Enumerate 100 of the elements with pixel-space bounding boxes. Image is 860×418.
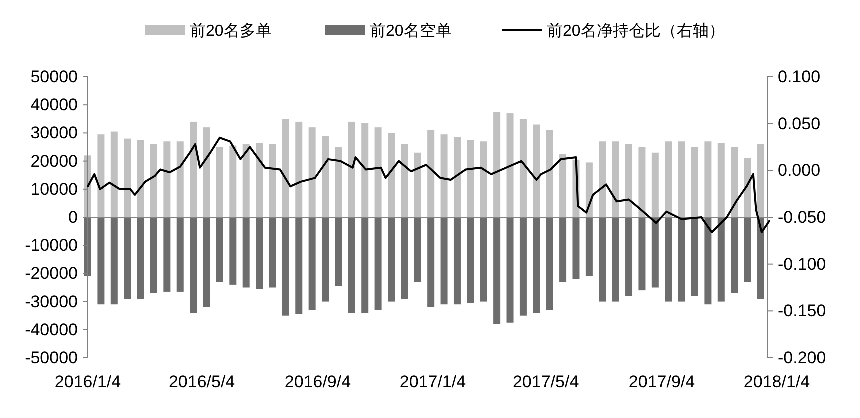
- bar: [757, 144, 764, 218]
- bar: [467, 218, 474, 304]
- bar: [560, 218, 567, 282]
- bar: [480, 142, 488, 218]
- bar: [480, 218, 488, 302]
- bar: [190, 122, 198, 218]
- bar: [308, 128, 316, 218]
- y-tick-label: -30000: [25, 292, 78, 312]
- y2-tick-label: -0.050: [778, 208, 826, 227]
- legend-label: 前20名多单: [190, 22, 272, 40]
- bar: [374, 128, 382, 218]
- bar: [216, 218, 224, 282]
- bar: [692, 218, 698, 296]
- bar: [506, 114, 514, 218]
- y-tick-label: 50000: [30, 67, 78, 86]
- bar: [665, 218, 672, 302]
- bar: [520, 218, 527, 316]
- bar: [586, 218, 593, 277]
- bar: [203, 218, 210, 308]
- y-tick-label: 40000: [30, 96, 78, 115]
- bar: [230, 146, 237, 218]
- bar: [414, 152, 422, 218]
- bar: [546, 130, 554, 218]
- y2-tick-label: 0.050: [778, 114, 821, 134]
- bar: [124, 138, 132, 218]
- bar: [190, 218, 198, 314]
- bar: [428, 218, 435, 308]
- line-series: [87, 136, 770, 234]
- y2-tick-label: 0.000: [778, 161, 821, 180]
- bar: [612, 218, 620, 302]
- bar: [242, 218, 250, 288]
- x-tick-label: 2016/5/4: [168, 372, 236, 392]
- bar: [626, 144, 633, 218]
- x-tick-label: 2016/1/4: [54, 372, 122, 392]
- x-tick-label: 2017/9/4: [628, 372, 696, 392]
- bar: [98, 218, 105, 305]
- bar: [124, 218, 132, 299]
- bar: [216, 147, 224, 218]
- y-tick-label: -10000: [25, 236, 78, 256]
- bar: [110, 132, 118, 218]
- bar: [335, 218, 342, 286]
- bar: [374, 218, 382, 310]
- bar: [282, 119, 290, 218]
- bar: [322, 136, 330, 218]
- bar: [718, 218, 725, 302]
- bar: [282, 218, 290, 316]
- bar: [454, 137, 461, 218]
- bar: [533, 218, 540, 314]
- bar: [652, 218, 659, 288]
- bar: [572, 218, 580, 280]
- bar: [203, 128, 210, 218]
- bar: [692, 147, 698, 218]
- x-tick-label: 2017/5/4: [512, 372, 580, 392]
- legend-label: 前20名空单: [370, 22, 452, 40]
- bar: [388, 133, 395, 218]
- y-tick-label: 30000: [30, 124, 78, 143]
- bar: [731, 218, 738, 294]
- bar: [137, 140, 144, 218]
- bar: [362, 123, 369, 218]
- y2-tick-label: 0.100: [778, 67, 821, 86]
- y2-tick-label: -0.150: [778, 302, 826, 321]
- y-tick-label: 10000: [30, 180, 78, 199]
- bar: [110, 218, 118, 305]
- bar: [150, 218, 158, 294]
- bar: [757, 218, 764, 299]
- bar: [494, 218, 501, 324]
- bar: [533, 124, 540, 218]
- bar: [362, 218, 369, 314]
- bar: [704, 218, 712, 305]
- x-tick-label: 2018/1/4: [744, 372, 810, 392]
- bar: [269, 144, 276, 218]
- bar: [440, 134, 448, 218]
- bar: [176, 218, 184, 292]
- bar: [652, 152, 659, 218]
- legend-label: 前20名净持仓比（右轴）: [547, 22, 725, 40]
- bar: [401, 218, 408, 299]
- bar: [256, 143, 264, 218]
- bar: [546, 218, 554, 310]
- bar: [678, 142, 686, 218]
- y2-tick-label: -0.200: [778, 348, 826, 368]
- bar: [401, 144, 408, 218]
- bar: [150, 144, 158, 218]
- bar: [164, 218, 171, 292]
- bar: [560, 154, 567, 218]
- bar: [269, 218, 276, 288]
- bar: [98, 134, 105, 218]
- bar: [638, 218, 646, 291]
- bar: [506, 218, 514, 323]
- bar: [256, 218, 264, 290]
- x-tick-label: 2016/9/4: [284, 372, 352, 392]
- bar: [520, 119, 527, 218]
- bar: [731, 147, 738, 218]
- bar: [164, 142, 171, 218]
- bar: [494, 112, 501, 218]
- bar: [599, 218, 606, 302]
- bar: [296, 122, 303, 218]
- bar: [137, 218, 144, 299]
- y-tick-label: -40000: [25, 320, 78, 340]
- bar: [744, 158, 752, 218]
- bar: [428, 130, 435, 218]
